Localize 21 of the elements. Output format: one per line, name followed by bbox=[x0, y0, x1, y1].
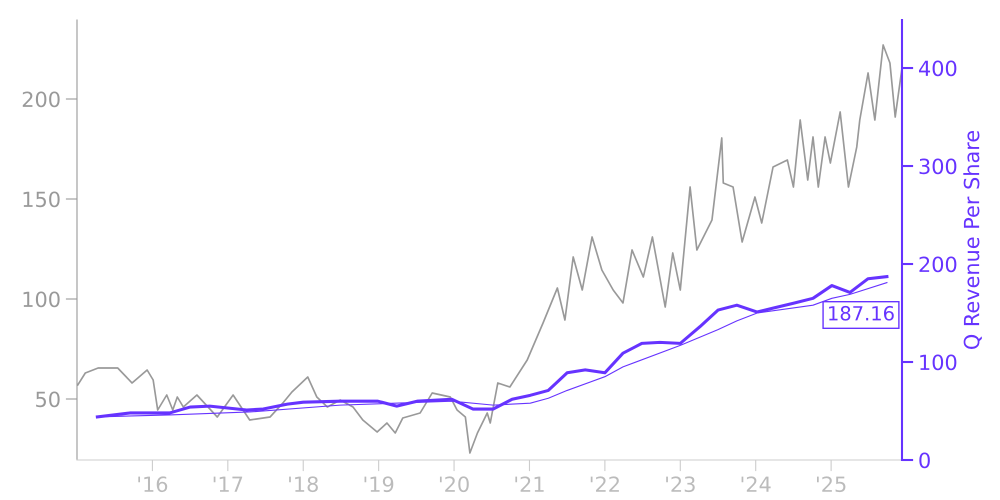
y2-axis-title: Q Revenue Per Share bbox=[963, 130, 982, 349]
x-tick-label: '20 bbox=[440, 476, 469, 492]
x-tick-label: '22 bbox=[590, 476, 619, 492]
y2-tick-label: 0 bbox=[919, 452, 930, 468]
x-tick-label: '17 bbox=[214, 476, 242, 492]
x-tick-label: '24 bbox=[742, 476, 771, 492]
y-tick-label: 150 bbox=[24, 191, 60, 208]
y2-tick-label: 400 bbox=[918, 60, 956, 76]
x-tick-label: '18 bbox=[289, 476, 318, 492]
y-tick-label: 50 bbox=[36, 391, 60, 408]
x-tick-label: '23 bbox=[666, 476, 695, 492]
y2-tick-label: 300 bbox=[920, 158, 956, 174]
x-tick-label: '21 bbox=[515, 476, 544, 492]
y-tick-label: 100 bbox=[24, 291, 60, 308]
x-tick-label: '16 bbox=[138, 476, 168, 492]
annotation: 187.16 bbox=[829, 306, 894, 321]
x-tick-label: '25 bbox=[817, 476, 846, 492]
y-tick-label: 200 bbox=[22, 91, 60, 108]
y2-tick-label: 100 bbox=[920, 354, 956, 370]
x-tick-label: '19 bbox=[364, 476, 394, 492]
y2-tick-label: 200 bbox=[920, 256, 956, 272]
